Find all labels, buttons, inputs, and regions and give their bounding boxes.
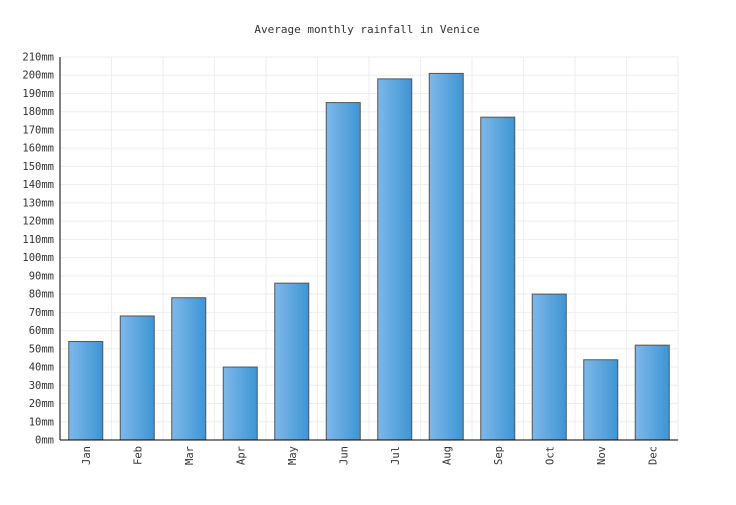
- bar-jul: [377, 78, 413, 441]
- bar-may: [274, 282, 310, 441]
- bar-dec: [634, 344, 670, 441]
- x-tick-label: Oct: [544, 446, 556, 465]
- grid: [60, 56, 679, 440]
- y-tick-label: 70mm: [29, 307, 54, 319]
- y-tick-label: 190mm: [22, 88, 54, 100]
- x-tick-label: Aug: [441, 446, 453, 465]
- x-tick-label: Feb: [132, 446, 144, 465]
- y-tick-label: 170mm: [22, 124, 54, 136]
- y-tick-label: 130mm: [22, 197, 54, 209]
- x-tick-labels: Jan Feb Mar Apr May Jun Jul Aug Sep Oct Nov Dec: [81, 446, 660, 465]
- y-tick-label: 140mm: [22, 179, 54, 191]
- y-tick-label: 90mm: [29, 270, 54, 282]
- bar-mar: [171, 297, 207, 441]
- x-tick-label: May: [287, 446, 299, 465]
- bar-feb: [119, 315, 155, 441]
- y-tick-label: 20mm: [29, 398, 54, 410]
- y-tick-label: 80mm: [29, 289, 54, 301]
- bar-oct: [531, 293, 567, 441]
- x-tick-label: Jul: [390, 446, 402, 465]
- y-tick-label: 150mm: [22, 161, 54, 173]
- y-tick-label: 210mm: [22, 52, 54, 64]
- y-tick-label: 100mm: [22, 252, 54, 264]
- axes: [59, 57, 678, 441]
- y-tick-label: 180mm: [22, 106, 54, 118]
- y-tick-label: 120mm: [22, 216, 54, 228]
- bar-jan: [68, 341, 104, 441]
- bar-apr: [222, 366, 258, 441]
- y-tick-label: 50mm: [29, 343, 54, 355]
- bar-aug: [428, 72, 464, 441]
- y-tick-label: 200mm: [22, 70, 54, 82]
- y-tick-label: 60mm: [29, 325, 54, 337]
- chart-title: Average monthly rainfall in Venice: [254, 23, 479, 36]
- y-tick-label: 40mm: [29, 362, 54, 374]
- bar-sep: [480, 116, 516, 441]
- y-tick-label: 10mm: [29, 416, 54, 428]
- y-tick-label: 30mm: [29, 380, 54, 392]
- y-tick-labels: 0mm 10mm 20mm 30mm 40mm 50mm 60mm 70mm 80mm 90mm 1…: [22, 52, 54, 447]
- y-tick-label: 110mm: [22, 234, 54, 246]
- bars: [68, 72, 670, 441]
- x-tick-label: Dec: [647, 446, 659, 465]
- bar-nov: [583, 359, 619, 441]
- x-tick-label: Jan: [81, 446, 93, 465]
- x-tick-label: Mar: [184, 446, 196, 465]
- y-tick-label: 160mm: [22, 143, 54, 155]
- y-tick-label: 0mm: [35, 435, 54, 447]
- bar-jun: [325, 102, 361, 441]
- x-tick-label: Nov: [596, 446, 608, 465]
- x-tick-label: Apr: [235, 446, 247, 465]
- x-tick-label: Jun: [338, 446, 350, 465]
- x-tick-label: Sep: [493, 446, 505, 465]
